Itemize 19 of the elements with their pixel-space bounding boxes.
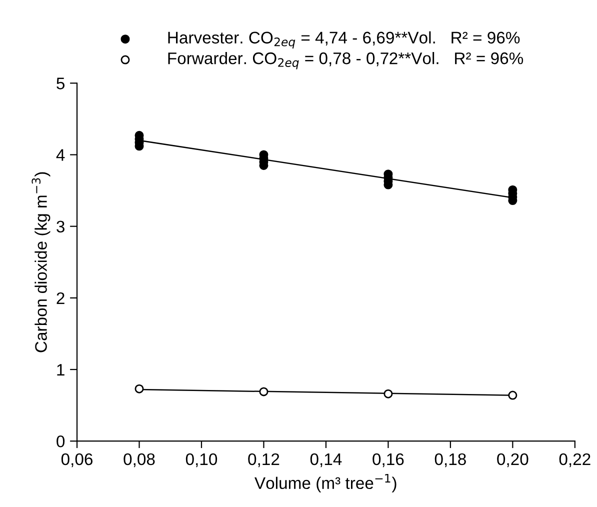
y-tick-label: 1 [57,364,64,376]
legend-label: Forwarder. CO$_{2eq}$ = 0,78 - 0,72**Vol. R² = 96% [168,52,524,70]
legend-label: Harvester. CO$_{2eq}$ = 4,74 - 6,69**Vol. R² = 96% [168,31,520,49]
y-tick-label: 3 [56,220,64,233]
y-axis-title: Carbon dioxide (kg m$^{−3}$) [32,172,50,352]
x-tick-label: 0,18 [434,453,466,468]
x-tick-label: 0,12 [248,453,280,468]
x-tick-label: 0,10 [186,453,218,468]
y-tick-label: 0 [56,435,65,448]
y-tick-label: 5 [56,78,65,90]
x-tick-label: 0,14 [310,453,342,468]
x-tick-label: 0,16 [372,453,404,468]
x-tick-label: 0,20 [497,453,528,468]
y-tick-label: 2 [56,292,64,304]
x-tick-label: 0,06 [61,453,92,468]
x-axis-title: Volume (m³ tree$^{−1}$) [254,474,396,492]
x-tick-label: 0,08 [124,453,155,468]
y-tick-label: 4 [56,149,65,161]
x-tick-label: 0,22 [559,453,590,468]
